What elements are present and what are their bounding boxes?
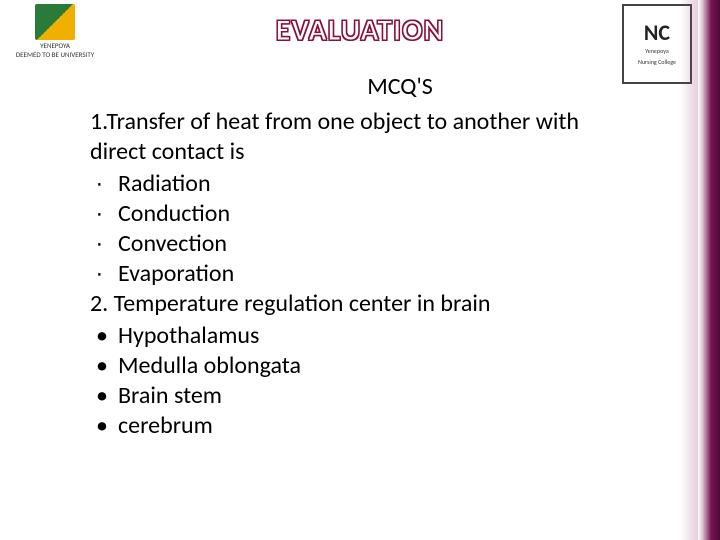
option-text: Convection — [118, 229, 227, 258]
option-text: Evaporation — [118, 259, 234, 288]
option-text: Medulla oblongata — [118, 351, 301, 380]
nursing-college-mark-icon: NC — [644, 22, 670, 44]
question-1: 1.Transfer of heat from one object to an… — [90, 107, 590, 167]
q2-option-c: Brain stem — [90, 381, 590, 411]
option-text: Hypothalamus — [118, 321, 259, 350]
logo-right-line1: Yenepoya — [645, 48, 668, 55]
option-text: Brain stem — [118, 381, 222, 410]
logo-left-subtitle: DEEMED TO BE UNIVERSITY — [16, 51, 94, 58]
question-2: 2. Temperature regulation center in brai… — [90, 289, 590, 319]
side-accent-bar — [698, 0, 720, 540]
option-text: Radiation — [118, 169, 211, 198]
option-text: Conduction — [118, 199, 230, 228]
logo-left: YENEPOYA DEEMED TO BE UNIVERSITY — [10, 4, 100, 64]
subtitle: MCQ'S — [210, 72, 590, 101]
q1-option-d: Evaporation — [90, 259, 590, 289]
q2-option-d: cerebrum — [90, 411, 590, 441]
q1-option-a: Radiation — [90, 169, 590, 199]
q1-option-c: Convection — [90, 229, 590, 259]
q1-option-b: Conduction — [90, 199, 590, 229]
university-logo-icon — [35, 4, 75, 40]
header: YENEPOYA DEEMED TO BE UNIVERSITY EVALUAT… — [0, 0, 720, 70]
q2-option-b: Medulla oblongata — [90, 351, 590, 381]
logo-left-name: YENEPOYA — [40, 42, 70, 49]
logo-right-line2: Nursing College — [638, 59, 676, 66]
page-title: EVALUATION — [276, 12, 444, 49]
content: MCQ'S 1.Transfer of heat from one object… — [90, 72, 590, 441]
q2-option-a: Hypothalamus — [90, 321, 590, 351]
option-text: cerebrum — [118, 411, 213, 440]
